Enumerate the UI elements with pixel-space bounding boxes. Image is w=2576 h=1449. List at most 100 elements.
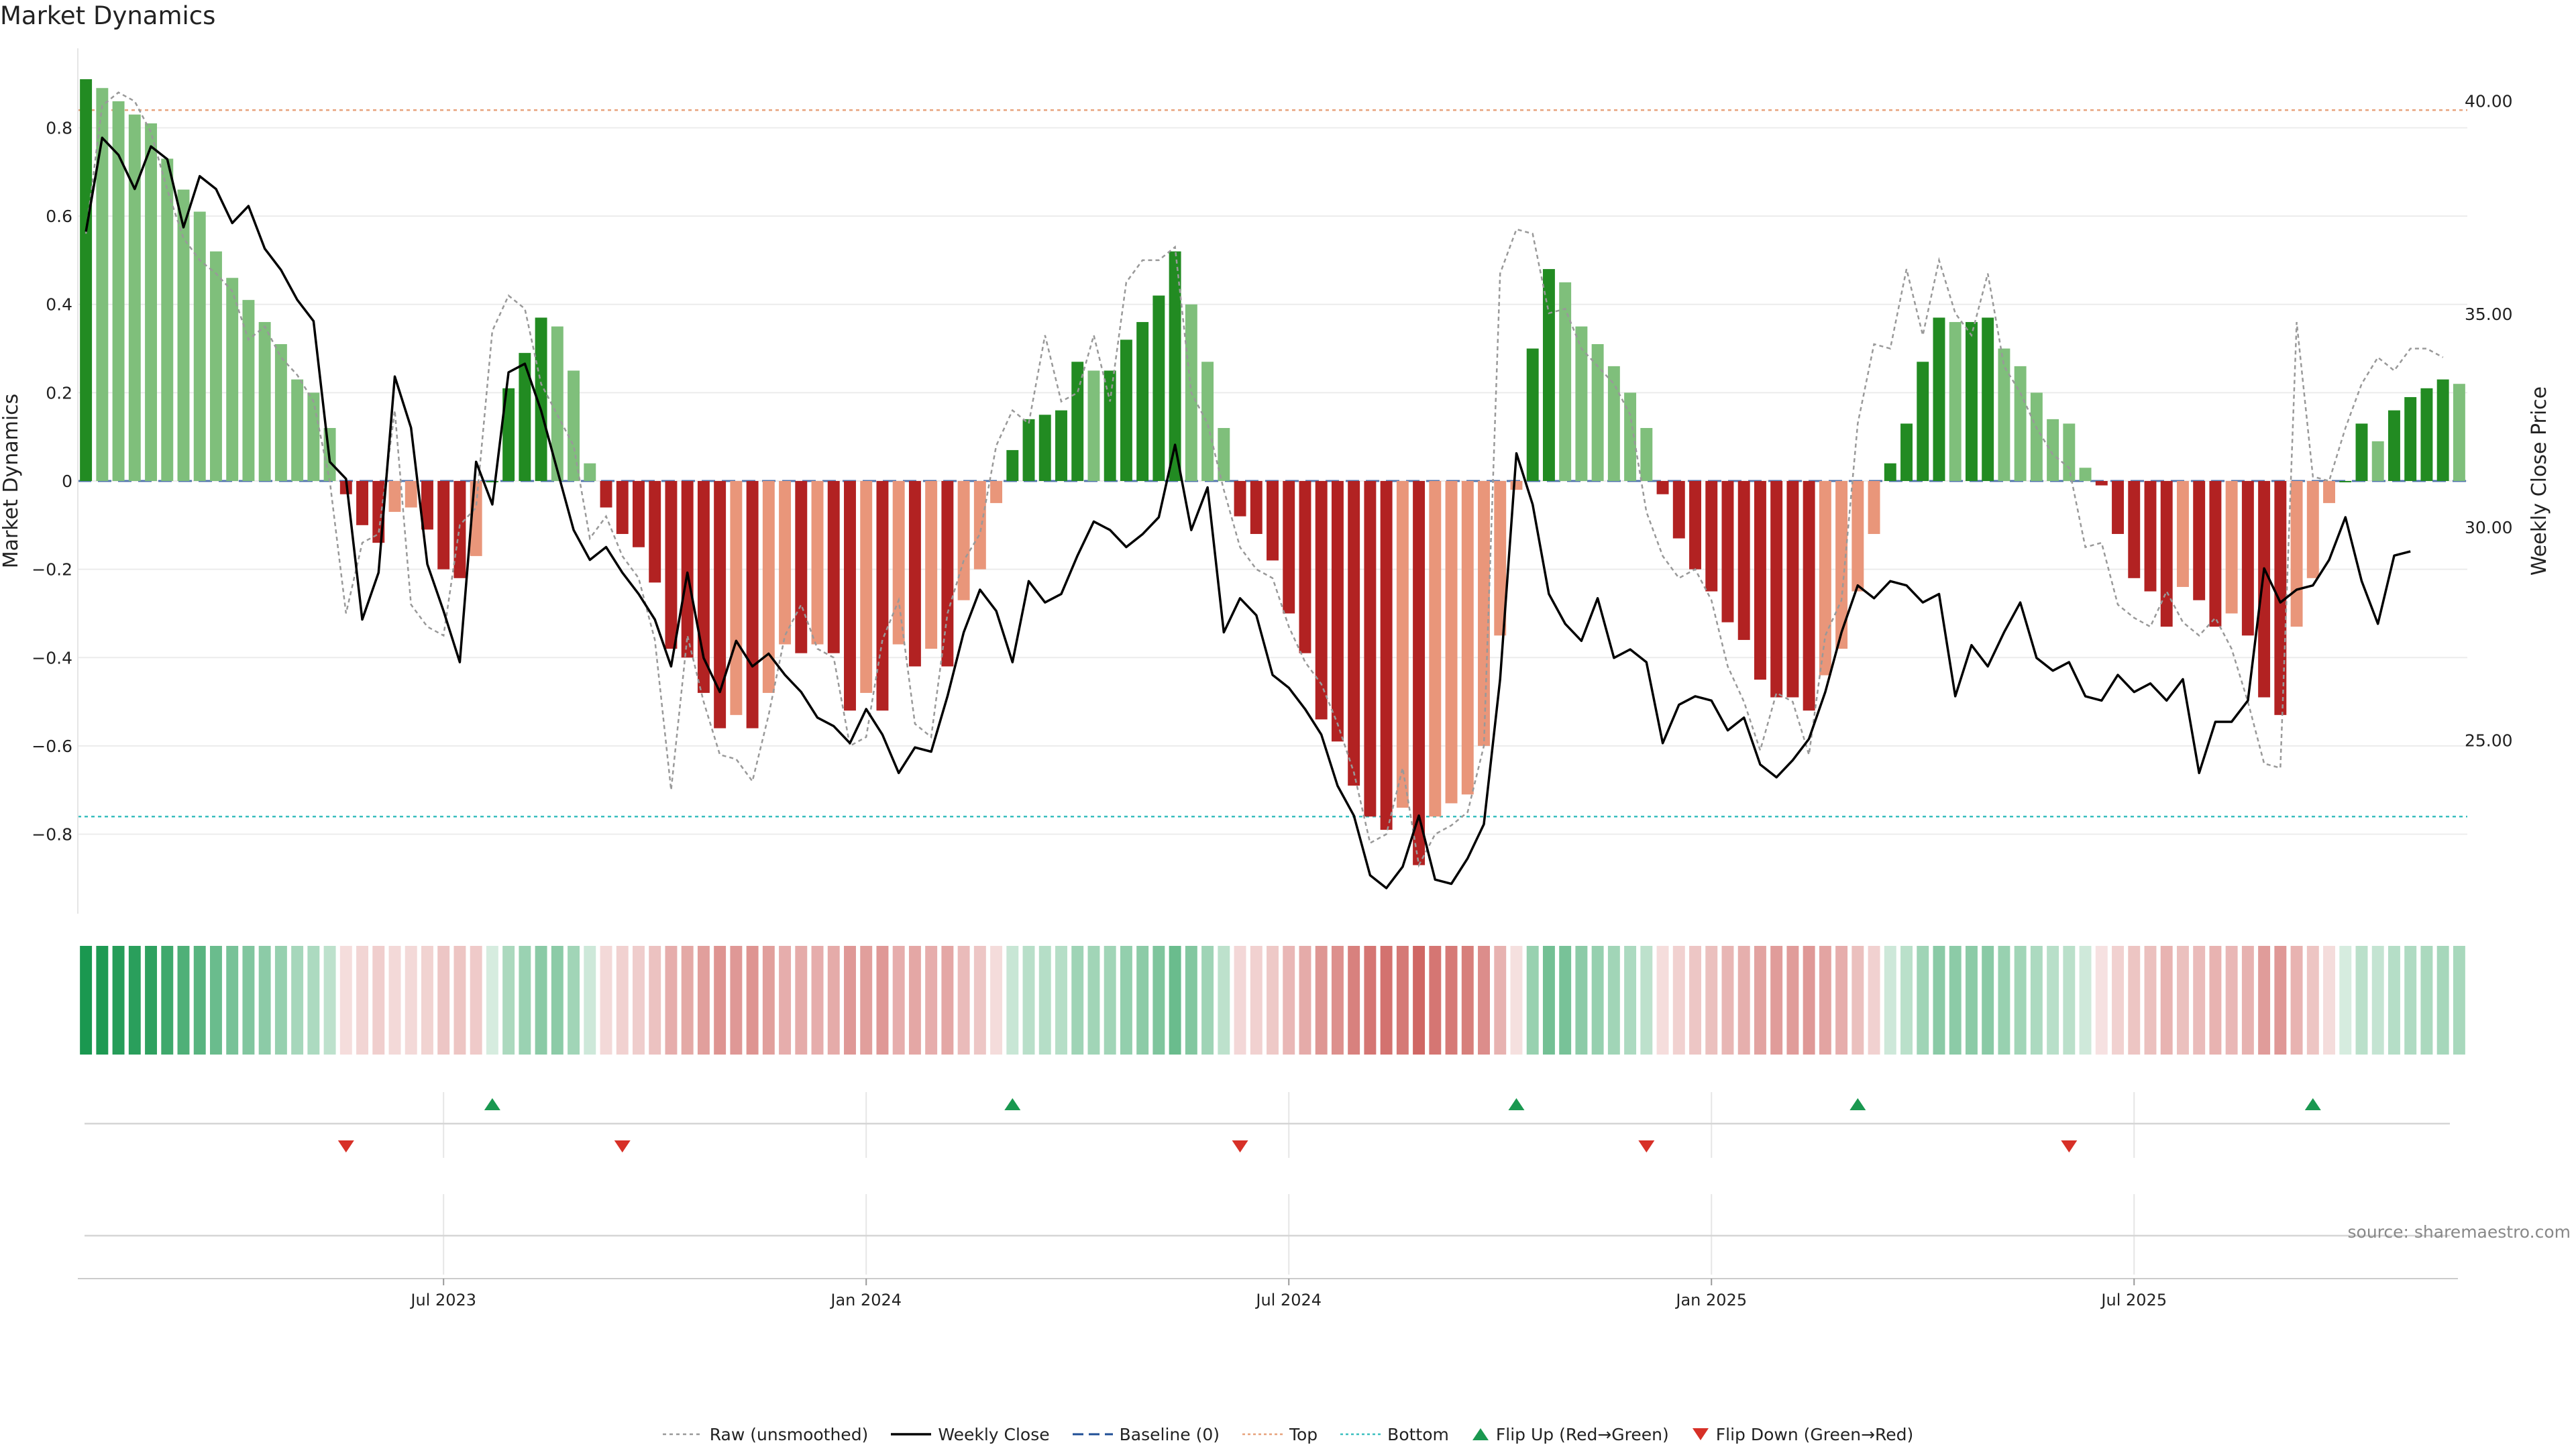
close-line-swatch	[891, 1433, 932, 1436]
dynamics-bar	[2387, 410, 2400, 481]
heat-cell	[1267, 946, 1279, 1055]
heat-cell	[2160, 946, 2173, 1055]
heat-cell	[1201, 946, 1214, 1055]
dynamics-bar	[1348, 481, 1360, 786]
heat-cell	[1396, 946, 1409, 1055]
heat-cell	[470, 946, 482, 1055]
dynamics-bar	[128, 114, 141, 481]
heat-cell	[1185, 946, 1197, 1055]
dynamics-bar	[2144, 481, 2157, 592]
dynamics-bar	[1575, 326, 1588, 481]
heat-cell	[2241, 946, 2254, 1055]
dynamics-bar	[2420, 388, 2433, 481]
x-tick-label: Jul 2023	[409, 1291, 476, 1309]
dynamics-bar	[519, 353, 531, 481]
heat-cell	[1542, 946, 1555, 1055]
dynamics-bar	[1461, 481, 1474, 795]
heat-cell	[844, 946, 856, 1055]
dynamics-bar	[973, 481, 986, 570]
heat-cell	[226, 946, 239, 1055]
heat-cell	[1218, 946, 1230, 1055]
heat-cell	[1933, 946, 1945, 1055]
heat-cell	[421, 946, 433, 1055]
dynamics-bar	[1413, 481, 1426, 865]
dynamics-bar	[1445, 481, 1458, 804]
dynamics-bar	[1982, 317, 1994, 481]
dynamics-bar	[1267, 481, 1279, 561]
dynamics-bar	[388, 481, 401, 513]
legend-item-baseline: Baseline (0)	[1072, 1425, 1220, 1444]
heat-cell	[1038, 946, 1051, 1055]
heat-cell	[908, 946, 921, 1055]
dynamics-bar	[2063, 423, 2076, 481]
heat-cell	[1721, 946, 1734, 1055]
dynamics-bar	[1136, 322, 1149, 481]
bottom-line-swatch	[1340, 1433, 1381, 1436]
y-tick-label: −0.4	[32, 648, 72, 667]
dynamics-bar	[1754, 481, 1766, 680]
raw-unsmoothed-line	[85, 91, 2444, 868]
y2-tick-label: 40.00	[2465, 91, 2513, 111]
dynamics-bar	[1737, 481, 1750, 640]
heat-cell	[2306, 946, 2319, 1055]
flip-down-marker	[337, 1140, 354, 1152]
dynamics-bar	[453, 481, 466, 578]
dynamics-bar	[551, 326, 564, 481]
dynamics-bar	[2290, 481, 2303, 627]
dynamics-bar	[2209, 481, 2222, 627]
legend-label: Bottom	[1387, 1424, 1449, 1444]
dynamics-bar	[633, 481, 645, 547]
dynamics-bar	[876, 481, 889, 711]
dynamics-bar	[1689, 481, 1701, 570]
dynamics-bar	[1559, 282, 1572, 481]
heat-cell	[339, 946, 352, 1055]
dynamics-bar	[2160, 481, 2173, 627]
heat-cell	[2063, 946, 2076, 1055]
dynamics-bar	[600, 481, 612, 508]
heat-cell	[80, 946, 93, 1055]
x-tick-label: Jan 2024	[829, 1291, 902, 1309]
dynamics-bar	[730, 481, 743, 715]
heat-cell	[714, 946, 727, 1055]
dynamics-bar	[697, 481, 710, 693]
dynamics-bar	[421, 481, 433, 530]
dynamics-bar	[1900, 423, 1913, 481]
heat-cell	[649, 946, 661, 1055]
dynamics-bar	[1006, 449, 1019, 481]
dynamics-bar	[1672, 481, 1685, 539]
dynamics-bar	[1250, 481, 1263, 534]
heat-cell	[551, 946, 564, 1055]
heat-cell	[128, 946, 141, 1055]
y-tick-label: 0.8	[46, 118, 72, 138]
heat-cell	[1900, 946, 1913, 1055]
dynamics-bar	[681, 481, 694, 658]
legend: Raw (unsmoothed) Weekly Close Baseline (…	[0, 1422, 2576, 1446]
heat-cell	[1022, 946, 1035, 1055]
dynamics-bar	[307, 392, 320, 481]
dynamics-bar	[1542, 269, 1555, 481]
y-tick-label: 0.4	[46, 295, 72, 315]
dynamics-bar	[1640, 428, 1653, 481]
heat-cell	[779, 946, 792, 1055]
heat-cell	[1315, 946, 1328, 1055]
dynamics-bar	[2274, 481, 2287, 715]
dynamics-bar	[1494, 481, 1507, 636]
heat-cell	[1445, 946, 1458, 1055]
dynamics-bar	[2371, 441, 2384, 481]
heat-cell	[1786, 946, 1799, 1055]
heat-cell	[177, 946, 190, 1055]
heat-cell	[973, 946, 986, 1055]
dynamics-bar	[1819, 481, 1831, 676]
lower-panel	[78, 1092, 2458, 1279]
heat-cell	[633, 946, 645, 1055]
dynamics-bar	[957, 481, 970, 600]
flip-down-marker	[1638, 1140, 1655, 1152]
legend-label: Flip Up (Red→Green)	[1495, 1424, 1669, 1444]
dynamics-bar	[860, 481, 873, 693]
heat-cell	[827, 946, 840, 1055]
x-axis: Jul 2023 Jan 2024 Jul 2024 Jan 2025 Jul 2025	[409, 1279, 2167, 1309]
weekly-close-line	[85, 136, 2411, 890]
dynamics-bar	[892, 481, 905, 645]
dynamics-bar	[502, 388, 515, 481]
dynamics-bar	[1868, 481, 1880, 534]
